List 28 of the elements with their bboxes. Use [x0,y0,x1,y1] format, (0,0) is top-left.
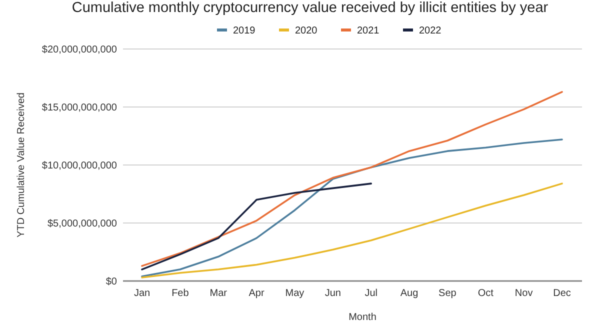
x-axis-title: Month [348,312,376,323]
legend-label: 2021 [357,26,380,36]
line-series [141,91,563,267]
y-tick-label: $15,000,000,000 [42,102,118,114]
y-tick-label: $10,000,000,000 [42,160,118,172]
x-tick-label: Feb [172,288,190,299]
x-tick-label: Oct [478,288,494,299]
y-tick-label: $0 [106,276,118,288]
chart-title: Cumulative monthly cryptocurrency value received by illicit entities by year [72,0,548,16]
legend-label: 2020 [295,26,318,36]
x-tick-label: Sep [438,288,457,299]
x-tick-label: Jun [324,288,341,299]
legend-label: 2022 [419,26,442,36]
line-series [141,138,563,278]
x-tick-label: Jan [134,288,150,299]
line-series [141,182,372,270]
x-tick-label: Mar [210,288,228,299]
x-tick-label: Dec [553,288,571,299]
x-tick-label: Aug [400,288,418,299]
line-series [141,182,563,278]
x-tick-label: Jul [364,288,378,299]
y-tick-label: $20,000,000,000 [42,44,118,56]
x-tick-label: Apr [248,288,265,299]
y-axis-title: YTD Cumulative Value Received [16,92,27,238]
x-tick-label: May [285,288,304,299]
y-tick-label: $5,000,000,000 [47,218,118,230]
x-tick-label: Nov [514,288,533,299]
legend-label: 2019 [233,26,256,36]
